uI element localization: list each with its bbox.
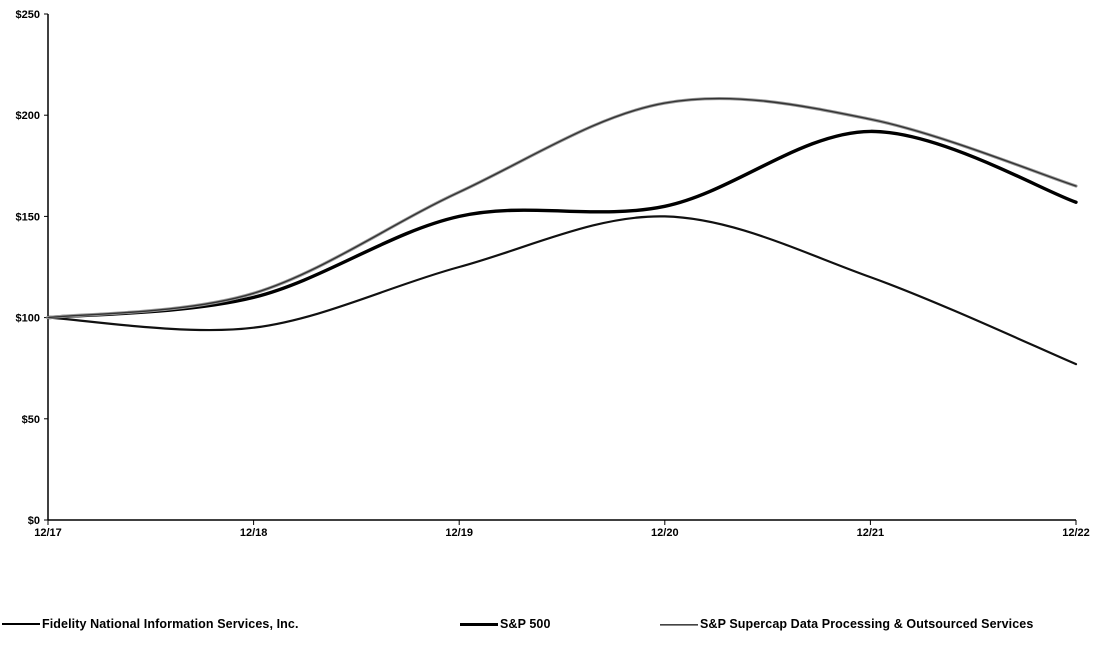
legend-swatch-sp500 bbox=[460, 622, 498, 626]
series-3 bbox=[46, 96, 1078, 320]
x-tick-label: 12/18 bbox=[240, 527, 268, 539]
legend-item-sp500: S&P 500 bbox=[460, 612, 551, 636]
y-tick-label: $100 bbox=[16, 313, 40, 325]
series-line bbox=[46, 129, 1078, 320]
y-tick-label: $50 bbox=[22, 414, 40, 426]
legend-label-supercap: S&P Supercap Data Processing & Outsource… bbox=[700, 617, 1034, 631]
x-axis-ticks: 12/17 12/18 12/19 12/20 12/21 12/22 bbox=[34, 520, 1090, 539]
x-tick-label: 12/21 bbox=[857, 527, 885, 539]
axes bbox=[47, 14, 1076, 521]
legend-swatch-fidelity bbox=[2, 623, 40, 625]
series-line-halo bbox=[46, 96, 1078, 320]
x-tick-label: 12/22 bbox=[1062, 527, 1090, 539]
legend-item-fidelity: Fidelity National Information Services, … bbox=[2, 612, 299, 636]
x-tick-label: 12/17 bbox=[34, 527, 62, 539]
chart-legend: Fidelity National Information Services, … bbox=[0, 612, 1106, 636]
legend-item-supercap: S&P Supercap Data Processing & Outsource… bbox=[660, 612, 1033, 636]
y-axis-ticks: $0 $50 $100 $150 $200 $250 bbox=[16, 9, 48, 527]
y-tick-label: $200 bbox=[16, 110, 40, 122]
series-1 bbox=[46, 215, 1078, 366]
y-tick-label: $150 bbox=[16, 211, 40, 223]
legend-label-fidelity: Fidelity National Information Services, … bbox=[42, 617, 299, 631]
series-2 bbox=[46, 129, 1078, 320]
series-layer bbox=[46, 96, 1078, 366]
legend-label-sp500: S&P 500 bbox=[500, 617, 551, 631]
x-tick-label: 12/19 bbox=[445, 527, 473, 539]
y-tick-label: $250 bbox=[16, 9, 40, 21]
series-line bbox=[47, 97, 1077, 319]
legend-swatch-supercap bbox=[660, 623, 698, 625]
x-tick-label: 12/20 bbox=[651, 527, 679, 539]
y-tick-label: $0 bbox=[28, 515, 40, 527]
series-line bbox=[46, 215, 1078, 366]
